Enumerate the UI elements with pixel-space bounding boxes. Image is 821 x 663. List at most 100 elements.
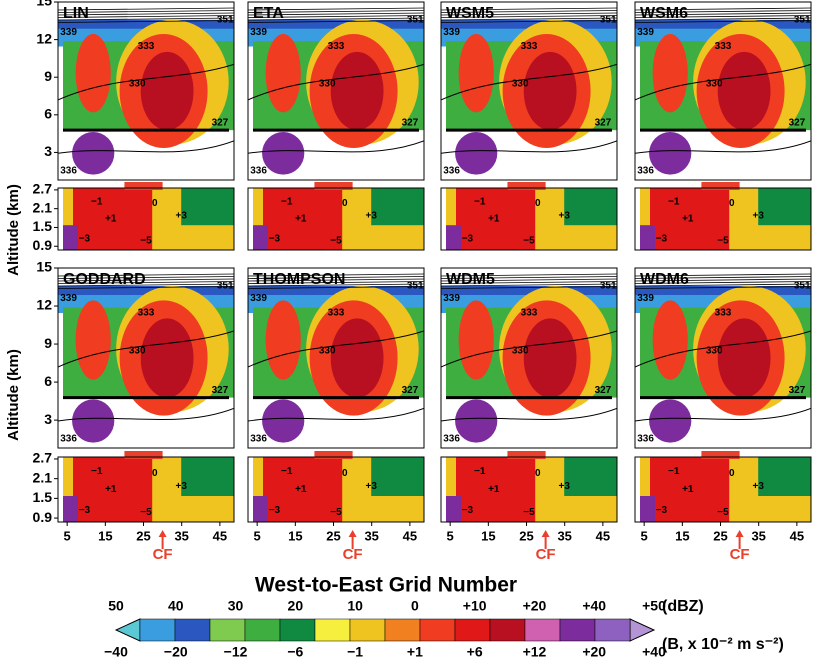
y-tick-label: 15 xyxy=(36,259,52,275)
contour-label: −1 xyxy=(668,196,680,207)
isentrope xyxy=(441,276,617,279)
isentrope xyxy=(635,10,811,13)
colorbar-unit: (B, x 10⁻² m s⁻²) xyxy=(662,636,784,653)
panel-frame xyxy=(247,267,425,449)
isentrope xyxy=(248,7,424,11)
colorbar-label: −1 xyxy=(347,644,363,658)
field-band xyxy=(758,415,811,448)
strip-field xyxy=(371,457,424,496)
colorbar-swatch xyxy=(244,618,281,642)
colorbar-label: 10 xyxy=(347,598,363,614)
y-axis-label: Altitude (km) xyxy=(5,184,22,276)
field-band xyxy=(181,415,234,448)
field-blob xyxy=(265,34,301,113)
contour-label: 0 xyxy=(535,468,541,479)
front-marker xyxy=(507,182,546,190)
isentrope xyxy=(58,278,234,282)
y-tick-label: 2.1 xyxy=(33,469,53,485)
field-band xyxy=(564,147,617,180)
y-tick-label: 9 xyxy=(44,335,52,351)
front-label: CF xyxy=(730,546,750,563)
contour-label: 336 xyxy=(60,166,77,177)
contour-label: +3 xyxy=(558,211,570,222)
contour-label: 339 xyxy=(250,293,267,304)
field-blob xyxy=(330,318,384,398)
isentrope xyxy=(58,283,234,287)
isentrope xyxy=(248,283,424,287)
strip-field xyxy=(564,188,617,226)
contour-label: 339 xyxy=(637,293,654,304)
y-tick-label: 6 xyxy=(44,106,52,122)
strip-field xyxy=(456,188,536,250)
contour-label: 351 xyxy=(407,281,424,292)
colorbar-swatch xyxy=(139,618,176,642)
x-tick-label: 35 xyxy=(174,528,188,543)
x-tick-label: 45 xyxy=(403,528,417,543)
strip-field xyxy=(758,188,811,226)
colorbar-swatch xyxy=(349,618,386,642)
contour-label: 0 xyxy=(729,198,735,209)
contour-label: 333 xyxy=(138,308,155,319)
contour-label: +1 xyxy=(682,214,694,225)
contour-label: 330 xyxy=(129,345,146,356)
colorbar-swatch xyxy=(489,618,526,642)
y-tick-label: 3 xyxy=(44,143,52,159)
isentrope xyxy=(441,20,617,23)
x-tick-label: 5 xyxy=(64,528,71,543)
front-label: CF xyxy=(153,546,173,563)
x-tick-label: 35 xyxy=(751,528,765,543)
isentrope xyxy=(441,7,617,11)
isentrope xyxy=(58,330,234,368)
field-blob xyxy=(458,300,494,380)
field-blob xyxy=(523,318,577,398)
field-blob xyxy=(75,34,111,113)
contour-label: +1 xyxy=(105,214,117,225)
front-label: CF xyxy=(343,546,363,563)
field-blob xyxy=(75,300,111,380)
contour-label: +3 xyxy=(752,481,764,492)
isentrope xyxy=(58,276,234,279)
contour-label: 333 xyxy=(328,41,345,52)
contour-label: −3 xyxy=(462,233,474,244)
colorbar-swatch xyxy=(454,618,491,642)
contour-label: −3 xyxy=(79,505,91,516)
isentrope xyxy=(58,273,234,277)
contour-label: 339 xyxy=(60,293,77,304)
panel-title: ETA xyxy=(253,5,284,22)
contour-label: 339 xyxy=(443,293,460,304)
contour-label: −3 xyxy=(269,505,281,516)
colorbar-label: −20 xyxy=(164,644,188,658)
strip-field xyxy=(640,496,655,522)
colorbar-label: +10 xyxy=(463,598,487,614)
field-blob xyxy=(265,300,301,380)
contour-label: 336 xyxy=(250,434,267,445)
y-tick-label: 12 xyxy=(36,30,52,46)
x-tick-label: 25 xyxy=(519,528,533,543)
panel-title: WDM6 xyxy=(640,271,689,288)
contour-label: 330 xyxy=(512,79,529,90)
y-tick-label: 12 xyxy=(36,297,52,313)
colorbar-label: +40 xyxy=(642,644,666,658)
contour-label: 339 xyxy=(443,27,460,38)
panel-title: WSM6 xyxy=(640,5,688,22)
reflectivity-field xyxy=(635,273,811,448)
strip-frame xyxy=(440,187,618,251)
isentrope xyxy=(248,15,424,18)
isentrope xyxy=(248,276,424,279)
colorbar-label: −40 xyxy=(104,644,128,658)
isentrope xyxy=(58,7,234,11)
contour-label: +1 xyxy=(488,484,500,495)
isentrope xyxy=(248,63,424,101)
colorbar-label: −6 xyxy=(287,644,303,658)
contour-label: 336 xyxy=(443,166,460,177)
colorbar-label: 0 xyxy=(411,598,419,614)
reflectivity-field xyxy=(248,7,424,180)
panel-frame xyxy=(440,267,618,449)
contour-label: 333 xyxy=(715,41,732,52)
strip-field xyxy=(263,188,343,250)
colorbar-label: 30 xyxy=(228,598,244,614)
contour-label: −5 xyxy=(523,235,535,246)
contour-label: 333 xyxy=(521,308,538,319)
strip-field xyxy=(181,457,234,496)
field-blob xyxy=(140,318,194,398)
